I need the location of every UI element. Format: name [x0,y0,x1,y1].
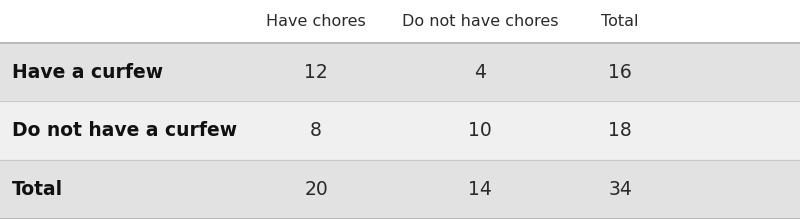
Text: Do not have chores: Do not have chores [402,14,558,29]
Text: 20: 20 [304,180,328,199]
Text: 18: 18 [608,121,632,140]
Bar [0,160,800,219]
Bar [0,43,800,101]
Text: Total: Total [12,180,63,199]
Text: 14: 14 [468,180,492,199]
Text: 16: 16 [608,63,632,82]
Text: Have a curfew: Have a curfew [12,63,163,82]
Text: 34: 34 [608,180,632,199]
Text: 8: 8 [310,121,322,140]
Text: Do not have a curfew: Do not have a curfew [12,121,237,140]
Text: 12: 12 [304,63,328,82]
Text: 4: 4 [474,63,486,82]
Bar [0,0,800,43]
Text: Total: Total [602,14,638,29]
Bar [0,101,800,160]
Text: Have chores: Have chores [266,14,366,29]
Text: 10: 10 [468,121,492,140]
